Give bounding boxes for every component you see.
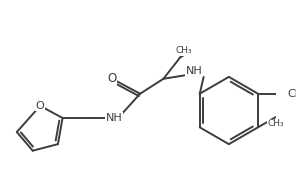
Text: NH: NH xyxy=(186,66,203,76)
Text: Cl: Cl xyxy=(288,89,296,99)
Text: O: O xyxy=(107,72,117,85)
Text: NH: NH xyxy=(106,113,122,123)
Text: O: O xyxy=(36,101,44,111)
Text: CH₃: CH₃ xyxy=(176,46,192,55)
Text: CH₃: CH₃ xyxy=(268,119,284,128)
